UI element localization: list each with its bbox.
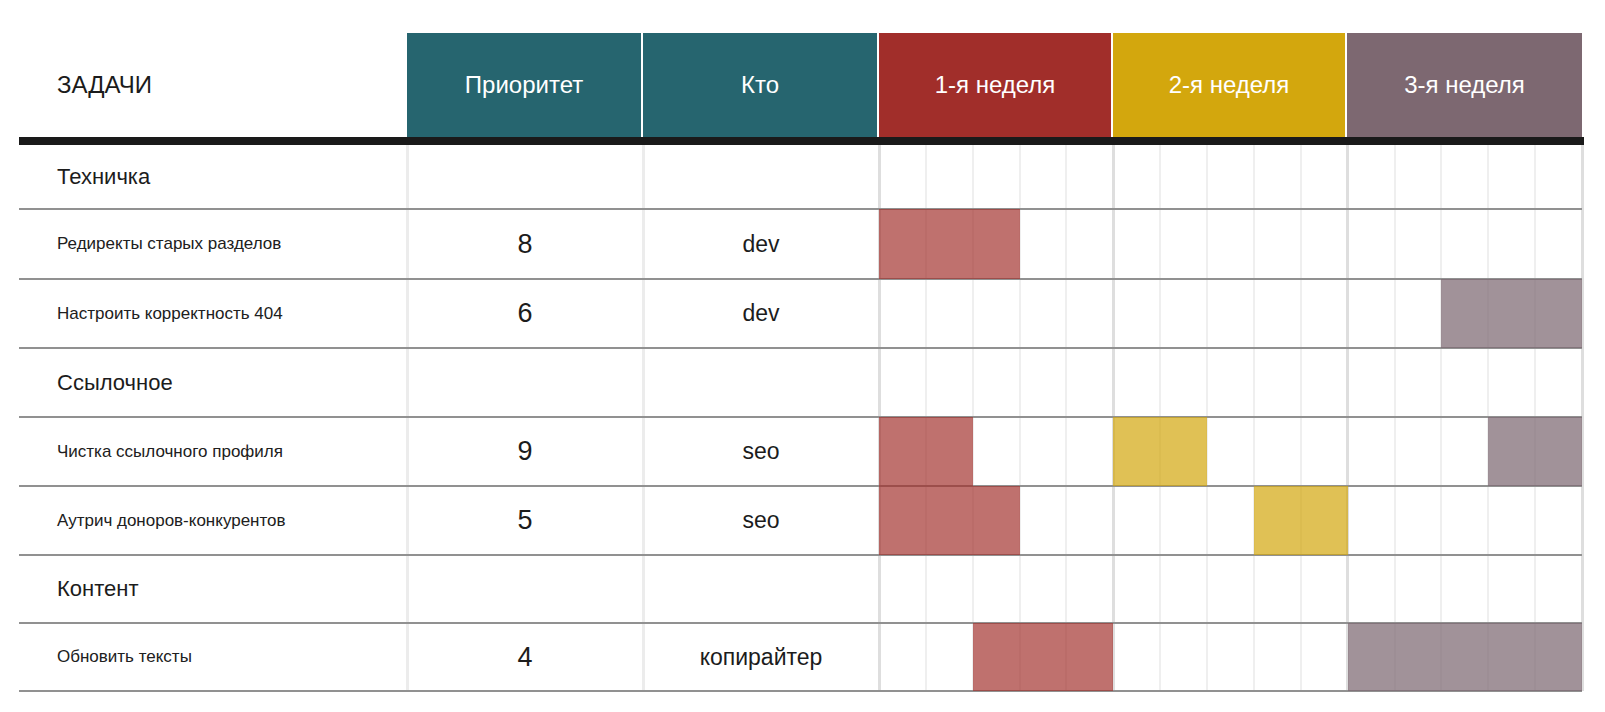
section-row-label: Контент: [57, 555, 139, 623]
gantt-bar: [973, 623, 1114, 691]
column-header-week-1: 1-я неделя: [879, 33, 1111, 137]
gantt-bar: [1488, 417, 1582, 486]
task-assignee-value: dev: [643, 209, 879, 279]
task-priority-value: 6: [407, 279, 643, 348]
gantt-bar: [1113, 417, 1207, 486]
section-row-label: Ссылочное: [57, 348, 173, 417]
day-grid-line: [1440, 145, 1442, 691]
column-header-who: Кто: [643, 33, 877, 137]
task-name: Редиректы старых разделов: [57, 209, 281, 279]
task-name: Аутрич доноров-конкурентов: [57, 486, 286, 555]
column-header-tasks: ЗАДАЧИ: [19, 33, 407, 137]
gantt-bar: [879, 209, 1020, 279]
task-assignee-value: seo: [643, 417, 879, 486]
task-priority-value: 9: [407, 417, 643, 486]
task-priority-value: 5: [407, 486, 643, 555]
header-divider-line: [19, 137, 1584, 145]
gantt-bar: [1441, 279, 1582, 348]
gantt-bar: [1254, 486, 1348, 555]
task-assignee-value: seo: [643, 486, 879, 555]
task-name: Чистка ссылочного профиля: [57, 417, 283, 486]
task-assignee-value: dev: [643, 279, 879, 348]
column-header-priority: Приоритет: [407, 33, 641, 137]
gantt-plan-table: ЗАДАЧИ Приоритет Кто 1-я неделя 2-я неде…: [0, 0, 1605, 712]
day-grid-line: [1253, 145, 1255, 691]
gantt-bar: [1348, 623, 1582, 691]
task-name: Обновить тексты: [57, 623, 192, 691]
day-grid-line: [1300, 145, 1302, 691]
task-name: Настроить корректность 404: [57, 279, 283, 348]
gantt-bar: [879, 486, 1020, 555]
gantt-bar: [879, 417, 973, 486]
task-priority-value: 4: [407, 623, 643, 691]
section-row-label: Техничка: [57, 145, 150, 209]
week-grid-line: [1346, 145, 1349, 691]
day-grid-line: [1065, 145, 1067, 691]
day-grid-line: [1394, 145, 1396, 691]
task-assignee-value: копирайтер: [643, 623, 879, 691]
column-header-week-2: 2-я неделя: [1113, 33, 1345, 137]
task-priority-value: 8: [407, 209, 643, 279]
column-header-week-3: 3-я неделя: [1347, 33, 1582, 137]
